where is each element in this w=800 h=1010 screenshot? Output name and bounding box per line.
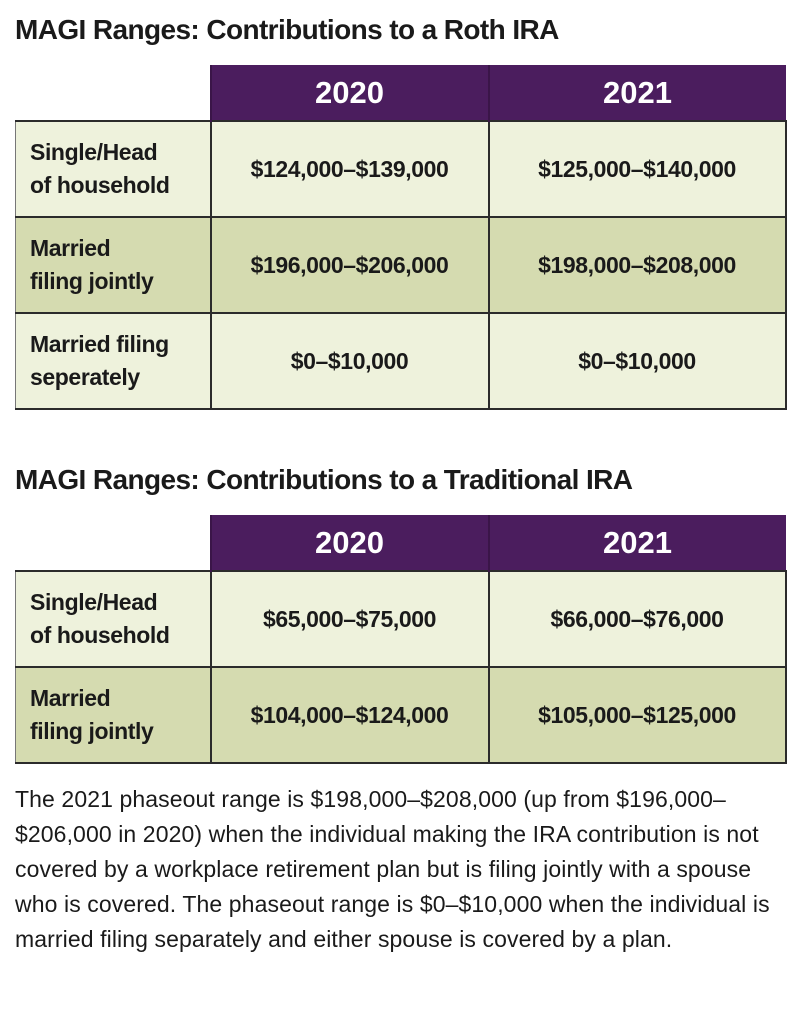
row-label-line: Single/Head	[30, 589, 158, 615]
year-header: 2021	[487, 515, 786, 571]
year-header: 2021	[487, 65, 786, 121]
year-header: 2020	[209, 515, 489, 571]
table-title: MAGI Ranges: Contributions to a Roth IRA	[15, 14, 559, 45]
table-row: Single/Head of household $124,000–$139,000…	[15, 120, 787, 218]
row-label: Single/Head of household	[15, 120, 212, 218]
range-cell: $124,000–$139,000	[209, 120, 490, 218]
row-label: Married filing jointly	[15, 666, 212, 764]
header-row: 2020 2021	[16, 515, 786, 571]
table-title: MAGI Ranges: Contributions to a Traditio…	[15, 464, 633, 495]
row-label-line: filing jointly	[30, 268, 154, 294]
range-cell: $196,000–$206,000	[209, 216, 490, 314]
row-label-line: Married	[30, 235, 111, 261]
range-cell: $104,000–$124,000	[209, 666, 490, 764]
row-label-line: Single/Head	[30, 139, 158, 165]
row-label: Married filing jointly	[15, 216, 212, 314]
row-label-line: Married	[30, 685, 111, 711]
range-cell: $66,000–$76,000	[487, 570, 787, 668]
blank-cell	[16, 515, 211, 571]
range-table: 2020 2021 Single/Head of household $65,000–$…	[15, 515, 787, 764]
table-row: Single/Head of household $65,000–$75,000 $6…	[15, 570, 787, 668]
range-cell: $105,000–$125,000	[487, 666, 787, 764]
row-label-line: seperately	[30, 364, 140, 390]
row-label-line: of household	[30, 172, 170, 198]
row-label: Single/Head of household	[15, 570, 212, 668]
row-label-line: Married filing	[30, 331, 169, 357]
row-label-line: filing jointly	[30, 718, 154, 744]
table-row: Married filing jointly $196,000–$206,000 $1…	[15, 216, 787, 314]
table-row: Married filing seperately $0–$10,000 $0–$10…	[15, 312, 787, 410]
range-cell: $0–$10,000	[487, 312, 787, 410]
range-cell: $125,000–$140,000	[487, 120, 787, 218]
row-label-line: of household	[30, 622, 170, 648]
footnote: The 2021 phaseout range is $198,000–$208…	[15, 786, 770, 952]
range-cell: $65,000–$75,000	[209, 570, 490, 668]
range-cell: $0–$10,000	[209, 312, 490, 410]
range-cell: $198,000–$208,000	[487, 216, 787, 314]
range-table: 2020 2021 Single/Head of household $124,000–…	[15, 65, 787, 410]
year-header: 2020	[209, 65, 489, 121]
row-label: Married filing seperately	[15, 312, 212, 410]
blank-cell	[16, 65, 211, 121]
header-row: 2020 2021	[16, 65, 786, 121]
table-row: Married filing jointly $104,000–$124,000 $1…	[15, 666, 787, 764]
